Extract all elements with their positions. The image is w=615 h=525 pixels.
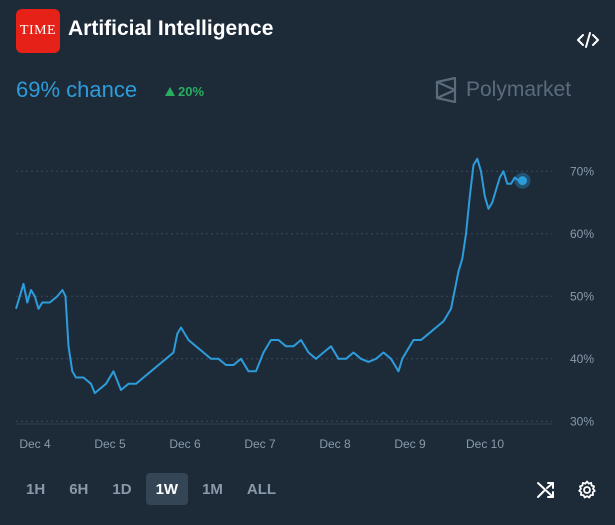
series-line <box>15 157 520 395</box>
timeframe-1m[interactable]: 1M <box>202 480 223 498</box>
x-tick-label: Dec 4 <box>19 437 51 451</box>
x-tick-label: Dec 6 <box>169 437 201 451</box>
x-tick-label: Dec 10 <box>466 437 504 451</box>
shuffle-button[interactable] <box>534 478 558 502</box>
current-point <box>518 176 527 186</box>
y-tick-label: 50% <box>570 289 594 303</box>
brand-name: Polymarket <box>466 78 572 101</box>
y-tick-label: 60% <box>570 227 594 241</box>
settings-button[interactable] <box>575 478 599 502</box>
x-tick-label: Dec 7 <box>244 437 276 451</box>
time-logo-text: TIME <box>19 23 57 38</box>
y-tick-label: 30% <box>570 414 594 428</box>
price-chart: 30% 40% 50% 60% 70% Dec 4 Dec 5 Dec 6 Dec 7 Dec … <box>15 157 594 451</box>
market-title: Artificial Intelligence <box>68 17 274 40</box>
change-value: 20% <box>178 84 205 99</box>
code-icon <box>577 32 599 48</box>
x-tick-label: Dec 8 <box>319 437 351 451</box>
timeframe-1d[interactable]: 1D <box>112 480 132 498</box>
shuffle-icon <box>537 482 554 498</box>
timeframe-selector: 1H 6H 1D 1W 1M ALL <box>16 473 286 505</box>
timeframe-all[interactable]: ALL <box>246 480 277 498</box>
polymarket-logo-icon <box>435 77 457 103</box>
x-tick-label: Dec 5 <box>94 437 126 451</box>
polymarket-brand: Polymarket <box>434 77 571 103</box>
timeframe-1h[interactable]: 1H <box>26 480 46 498</box>
x-tick-label: Dec 9 <box>394 437 426 451</box>
time-logo: TIME <box>16 9 60 53</box>
change-badge: 20% <box>165 84 204 99</box>
embed-button[interactable] <box>574 28 602 52</box>
triangle-up-icon <box>165 87 175 96</box>
y-tick-label: 40% <box>570 352 594 366</box>
chance-value: 69% chance <box>16 77 138 102</box>
timeframe-1w[interactable]: 1W <box>145 473 189 505</box>
y-tick-label: 70% <box>570 164 594 178</box>
timeframe-6h[interactable]: 6H <box>69 480 89 498</box>
gear-icon <box>578 480 596 499</box>
